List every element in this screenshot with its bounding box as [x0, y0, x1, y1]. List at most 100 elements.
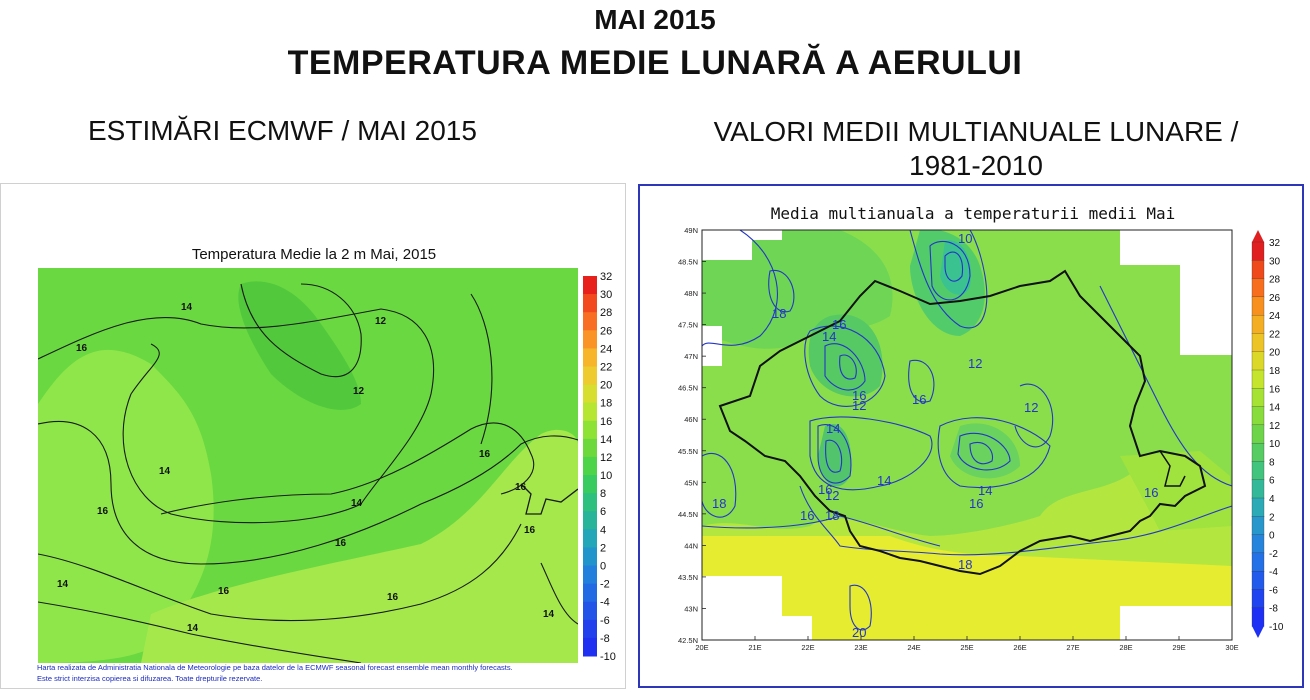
right-country-border: [718, 269, 1207, 576]
right-label-12a: 12: [968, 356, 982, 371]
left-label-14f: 14: [543, 609, 555, 620]
left-label-14c: 14: [351, 498, 363, 509]
left-colorbar-segment: [583, 601, 597, 621]
left-colorbar-tick: 4: [600, 524, 606, 536]
right-colorbar-tick: 14: [1269, 403, 1281, 414]
right-colorbar-segment: [1251, 333, 1265, 353]
left-colorbar-tick: -2: [600, 579, 610, 591]
right-lat-ticklabel: 47N: [684, 352, 698, 361]
right-colorbar-tick: 22: [1269, 329, 1281, 340]
right-map-panel: Media multianuala a temperaturii medii M…: [638, 184, 1304, 688]
right-label-20: 20: [852, 625, 866, 640]
right-lat-ticklabel: 43N: [684, 604, 698, 613]
left-contour-16c: [38, 523, 522, 622]
right-colorbar-segment: [1251, 424, 1265, 444]
right-colorbar-segment: [1251, 314, 1265, 335]
right-mask-ne2: [1180, 265, 1232, 355]
left-coastline: [520, 483, 578, 515]
right-lon-axis: 20E 21E 22E 23E 24E 25E 26E 27E 28E 29E 30E: [695, 636, 1239, 652]
right-colorbar-segment: [1251, 388, 1265, 408]
right-colorbar-tick: 28: [1269, 275, 1281, 286]
right-mask-w: [702, 326, 722, 366]
right-colorbar-segment: [1251, 589, 1265, 609]
right-colorbar-segment: [1251, 260, 1265, 280]
left-colorbar-tick: 24: [600, 343, 612, 355]
right-lat-ticklabel: 49N: [684, 226, 698, 235]
left-colorbar-tick: -10: [600, 651, 616, 663]
right-label-16c: 16: [852, 388, 866, 403]
right-mask-se: [1120, 606, 1232, 640]
left-colorbar-segment: [583, 348, 597, 367]
right-lat-ticklabel: 43.5N: [678, 573, 698, 582]
right-label-16d: 16: [969, 496, 983, 511]
right-label-14b: 14: [826, 421, 840, 436]
right-colorbar-tick: -4: [1269, 567, 1278, 578]
left-label-16: 16: [76, 343, 88, 354]
right-colorbar-tick: 18: [1269, 366, 1281, 377]
left-contour-14a: [38, 308, 435, 524]
right-colorbar-tick: 8: [1269, 457, 1275, 468]
right-colorbar-tick: 6: [1269, 476, 1275, 487]
left-colorbar-segment: [583, 565, 597, 585]
left-colorbar-segment: [583, 619, 597, 639]
right-label-16e: 16: [800, 508, 814, 523]
right-colorbar-tick: 12: [1269, 421, 1281, 432]
right-colorbar-segment: [1251, 552, 1265, 572]
right-lat-ticklabel: 44.5N: [678, 510, 698, 519]
right-lon-ticklabel: 24E: [907, 643, 920, 652]
left-colorbar-tick: 12: [600, 452, 612, 464]
left-colorbar-tick: -6: [600, 615, 610, 627]
left-contour-14b: [38, 601, 362, 663]
subtitle-left: ESTIMĂRI ECMWF / MAI 2015: [88, 115, 477, 146]
right-colorbar-segment: [1251, 607, 1265, 627]
right-colorbar-tick: 4: [1269, 494, 1275, 505]
left-colorbar-segment: [583, 366, 597, 386]
left-colorbar-segment: [583, 475, 597, 494]
left-label-16g: 16: [387, 592, 399, 603]
left-map-panel: Temperatura Medie la 2 m Mai, 2015 14 16…: [0, 183, 626, 689]
right-colorbar-tick: 2: [1269, 512, 1275, 523]
right-label-18b: 18: [712, 496, 726, 511]
right-lat-ticklabel: 44N: [684, 541, 698, 550]
right-colorbar-tick: -10: [1269, 622, 1284, 633]
left-colorbar-tick: 22: [600, 361, 612, 373]
left-label-16b: 16: [479, 449, 491, 460]
right-colorbar-tick: 10: [1269, 439, 1281, 450]
right-region-east: [1120, 451, 1232, 531]
right-colorbar-segment: [1251, 497, 1265, 517]
right-colorbar-tick: 0: [1269, 531, 1275, 542]
right-map-svg: 10 18 16 14 12 16 12 16 12 14 14 16 14 1…: [678, 226, 1284, 652]
right-lat-ticklabel: 42.5N: [678, 636, 698, 645]
right-colorbar-tick: -6: [1269, 585, 1278, 596]
left-contour-14d: [470, 293, 493, 445]
left-contour-14c: [540, 562, 578, 625]
left-colorbar-tick: 30: [600, 289, 612, 301]
left-colorbar-tick: 16: [600, 416, 612, 428]
right-cool-southwest: [818, 424, 852, 487]
right-map-title: Media multianuala a temperaturii medii M…: [770, 204, 1176, 223]
left-label-16c: 16: [515, 482, 527, 493]
left-warm-southeast: [141, 429, 578, 663]
right-colorbar-segment: [1251, 406, 1265, 426]
left-colorbar-tick: 14: [600, 434, 612, 446]
right-colorbar-segment: [1251, 479, 1265, 499]
right-colorbar-segment: [1251, 278, 1265, 298]
left-colorbar-tick: 28: [600, 307, 612, 319]
right-colorbar-segment: [1251, 461, 1265, 481]
right-label-16b: 16: [912, 392, 926, 407]
right-contours: [702, 230, 1232, 631]
left-colorbar-tick: -8: [600, 633, 610, 645]
right-lon-ticklabel: 26E: [1013, 643, 1026, 652]
right-lon-ticklabel: 28E: [1119, 643, 1132, 652]
left-label-14e: 14: [187, 623, 199, 634]
right-mask-sw2: [782, 616, 812, 640]
left-colorbar-segment: [583, 420, 597, 440]
right-label-12c: 12: [1024, 400, 1038, 415]
left-cool-north: [238, 281, 361, 410]
right-colorbar-arrow-bottom: [1252, 626, 1264, 638]
right-colorbar-segment: [1251, 369, 1265, 389]
right-label-16g: 16: [818, 482, 832, 497]
left-contour-16b: [160, 422, 535, 515]
right-colorbar-tick: 20: [1269, 348, 1281, 359]
